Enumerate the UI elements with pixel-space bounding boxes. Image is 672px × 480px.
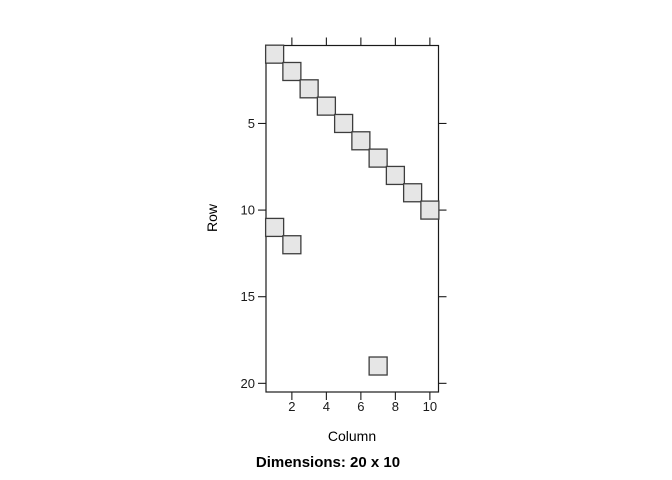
y-tick-label: 20	[241, 376, 255, 391]
x-axis-title: Column	[328, 428, 376, 444]
x-tick-label: 8	[392, 399, 399, 414]
matrix-cell	[333, 113, 354, 134]
plot-generated-layer: 2 4 6 8 10 5 10 15 20	[241, 37, 447, 414]
matrix-cell	[282, 235, 302, 255]
matrix-cell	[402, 183, 423, 203]
y-tick-label: 10	[241, 203, 255, 218]
x-tick-label: 6	[357, 399, 364, 414]
panel-border	[265, 44, 440, 393]
x-tick-label: 4	[323, 399, 330, 414]
matrix-cell	[299, 79, 319, 99]
matrix-cell	[264, 217, 285, 238]
matrix-cell	[316, 96, 337, 116]
y-tick-label: 15	[241, 289, 255, 304]
y-tick-label: 5	[248, 116, 255, 131]
matrix-cell	[385, 165, 406, 186]
matrix-cell	[351, 131, 371, 151]
x-tick-label: 10	[423, 399, 437, 414]
matrix-cell	[282, 61, 302, 82]
matrix-cell	[264, 44, 285, 64]
matrix-cell	[368, 148, 388, 168]
y-axis-title: Row	[204, 203, 220, 232]
matrix-cell	[420, 200, 440, 220]
x-tick-label: 2	[288, 399, 295, 414]
matrix-cell	[368, 356, 388, 376]
dimensions-caption: Dimensions: 20 x 10	[256, 454, 400, 471]
